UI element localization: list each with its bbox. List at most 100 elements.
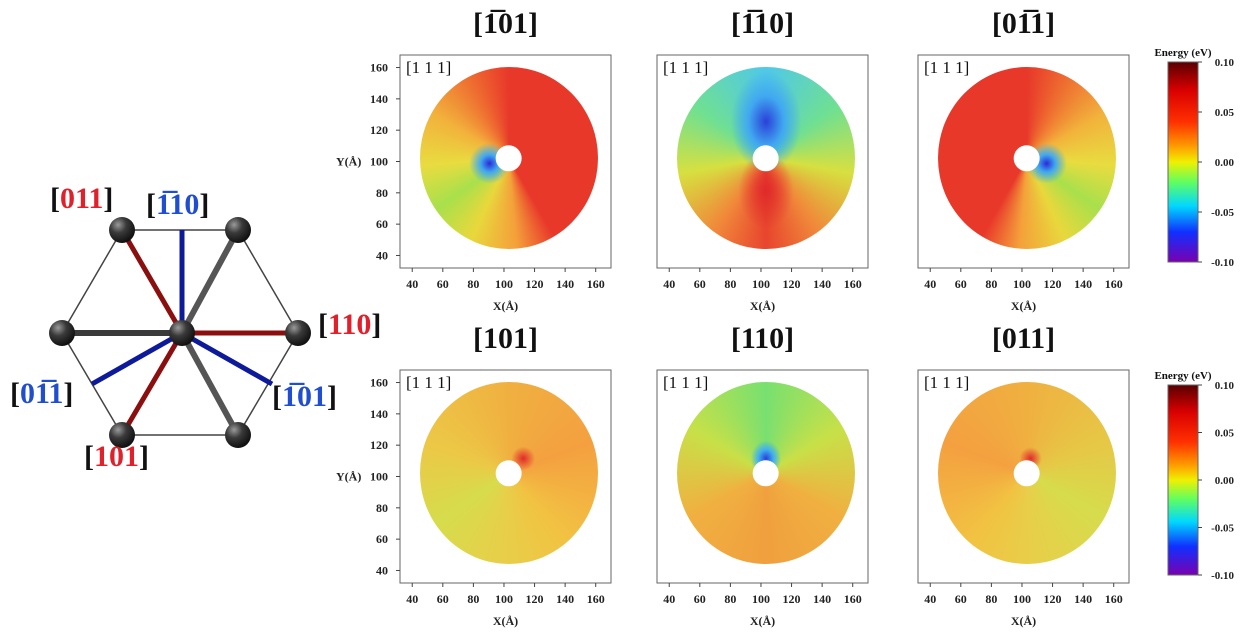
x-tick-label: 80 bbox=[724, 277, 736, 291]
zone-label: [1 1 1] bbox=[663, 58, 708, 77]
atom bbox=[109, 217, 135, 243]
hole bbox=[752, 460, 779, 487]
y-axis-label: Y(Å) bbox=[336, 470, 361, 484]
direction-label: [1̅01] bbox=[272, 380, 337, 413]
zone-label: [1 1 1] bbox=[406, 373, 451, 392]
colorbar-tick-label: 0.05 bbox=[1215, 428, 1235, 440]
y-tick-label: 40 bbox=[376, 248, 388, 262]
plot-frame bbox=[656, 369, 869, 584]
x-tick-label: 160 bbox=[844, 592, 862, 606]
y-tick-label: 120 bbox=[370, 438, 388, 452]
y-tick-label: 100 bbox=[370, 155, 388, 169]
x-tick-label: 140 bbox=[813, 592, 831, 606]
direction-label: [1̅10] bbox=[146, 188, 209, 221]
x-tick-label: 140 bbox=[1074, 592, 1092, 606]
direction-label: [110] bbox=[318, 308, 381, 341]
rod bbox=[119, 331, 185, 437]
y-tick-label: 140 bbox=[370, 92, 388, 106]
x-tick-label: 60 bbox=[437, 592, 449, 606]
x-tick-label: 80 bbox=[985, 592, 997, 606]
direction-label: [011] bbox=[50, 182, 113, 215]
x-tick-label: 100 bbox=[752, 277, 770, 291]
zone-label: [1 1 1] bbox=[924, 373, 969, 392]
rod bbox=[90, 330, 184, 387]
colorbar-tick-label: -0.05 bbox=[1211, 207, 1234, 219]
x-tick-label: 80 bbox=[724, 592, 736, 606]
atom bbox=[109, 422, 135, 448]
x-tick-label: 100 bbox=[1013, 277, 1031, 291]
x-tick-label: 80 bbox=[467, 592, 479, 606]
colorbar-tick-label: 0.10 bbox=[1215, 57, 1235, 69]
x-tick-label: 120 bbox=[526, 277, 544, 291]
atom bbox=[285, 320, 311, 346]
x-tick-label: 40 bbox=[924, 592, 936, 606]
colorbar-tick-label: -0.10 bbox=[1211, 257, 1234, 269]
x-tick-label: 60 bbox=[694, 277, 706, 291]
x-tick-label: 140 bbox=[813, 277, 831, 291]
colorbar-title: Energy (eV) bbox=[1154, 47, 1211, 59]
x-tick-label: 120 bbox=[1044, 592, 1062, 606]
rod bbox=[180, 330, 274, 387]
x-tick-label: 120 bbox=[526, 592, 544, 606]
panel-title: [01̅1] bbox=[992, 7, 1055, 40]
colorbar-title: Energy (eV) bbox=[1154, 370, 1211, 382]
x-tick-label: 100 bbox=[1013, 592, 1031, 606]
rod bbox=[179, 228, 241, 335]
x-tick-label: 160 bbox=[587, 592, 605, 606]
x-tick-label: 100 bbox=[495, 592, 513, 606]
hole bbox=[495, 145, 522, 172]
hole bbox=[752, 145, 779, 172]
direction-label: [101] bbox=[84, 440, 149, 473]
x-tick-label: 160 bbox=[1105, 277, 1123, 291]
rod bbox=[119, 228, 185, 335]
atom bbox=[225, 422, 251, 448]
direction-label: [01̅1] bbox=[10, 377, 73, 410]
colorbar-tick-label: 0.00 bbox=[1215, 475, 1235, 487]
x-tick-label: 100 bbox=[752, 592, 770, 606]
x-tick-label: 140 bbox=[1074, 277, 1092, 291]
x-tick-label: 120 bbox=[1044, 277, 1062, 291]
colorbar-tick-label: 0.00 bbox=[1215, 157, 1235, 169]
x-axis-label: X(Å) bbox=[1011, 614, 1036, 628]
x-tick-label: 60 bbox=[694, 592, 706, 606]
x-axis-label: X(Å) bbox=[493, 614, 518, 628]
x-tick-label: 80 bbox=[985, 277, 997, 291]
x-tick-label: 120 bbox=[783, 592, 801, 606]
colorbar bbox=[1167, 61, 1199, 263]
atom bbox=[169, 320, 195, 346]
rod bbox=[179, 331, 241, 437]
y-tick-label: 160 bbox=[370, 376, 388, 390]
x-tick-label: 160 bbox=[1105, 592, 1123, 606]
panel-title: [110] bbox=[731, 322, 794, 355]
x-tick-label: 160 bbox=[844, 277, 862, 291]
x-axis-label: X(Å) bbox=[493, 299, 518, 313]
y-tick-label: 160 bbox=[370, 61, 388, 75]
x-tick-label: 40 bbox=[663, 277, 675, 291]
zone-label: [1 1 1] bbox=[924, 58, 969, 77]
colorbar-tick-label: -0.10 bbox=[1211, 570, 1234, 582]
x-axis-label: X(Å) bbox=[1011, 299, 1036, 313]
panel-title: [1̅10] bbox=[731, 7, 794, 40]
plot-frame bbox=[656, 54, 869, 269]
panel-title: [1̅01] bbox=[473, 7, 538, 40]
x-tick-label: 40 bbox=[406, 277, 418, 291]
y-tick-label: 100 bbox=[370, 470, 388, 484]
y-tick-label: 80 bbox=[376, 501, 388, 515]
x-tick-label: 40 bbox=[924, 277, 936, 291]
y-tick-label: 40 bbox=[376, 563, 388, 577]
y-tick-label: 80 bbox=[376, 186, 388, 200]
zone-label: [1 1 1] bbox=[663, 373, 708, 392]
plot-frame bbox=[917, 369, 1130, 584]
y-tick-label: 60 bbox=[376, 532, 388, 546]
crystal-diagram bbox=[49, 217, 311, 448]
y-tick-label: 120 bbox=[370, 123, 388, 137]
y-axis-label: Y(Å) bbox=[336, 155, 361, 169]
x-axis-label: X(Å) bbox=[750, 299, 775, 313]
panel-title: [011] bbox=[992, 322, 1055, 355]
atom bbox=[225, 217, 251, 243]
x-axis-label: X(Å) bbox=[750, 614, 775, 628]
colorbar bbox=[1167, 384, 1199, 576]
colorbar-tick-label: -0.05 bbox=[1211, 523, 1234, 535]
